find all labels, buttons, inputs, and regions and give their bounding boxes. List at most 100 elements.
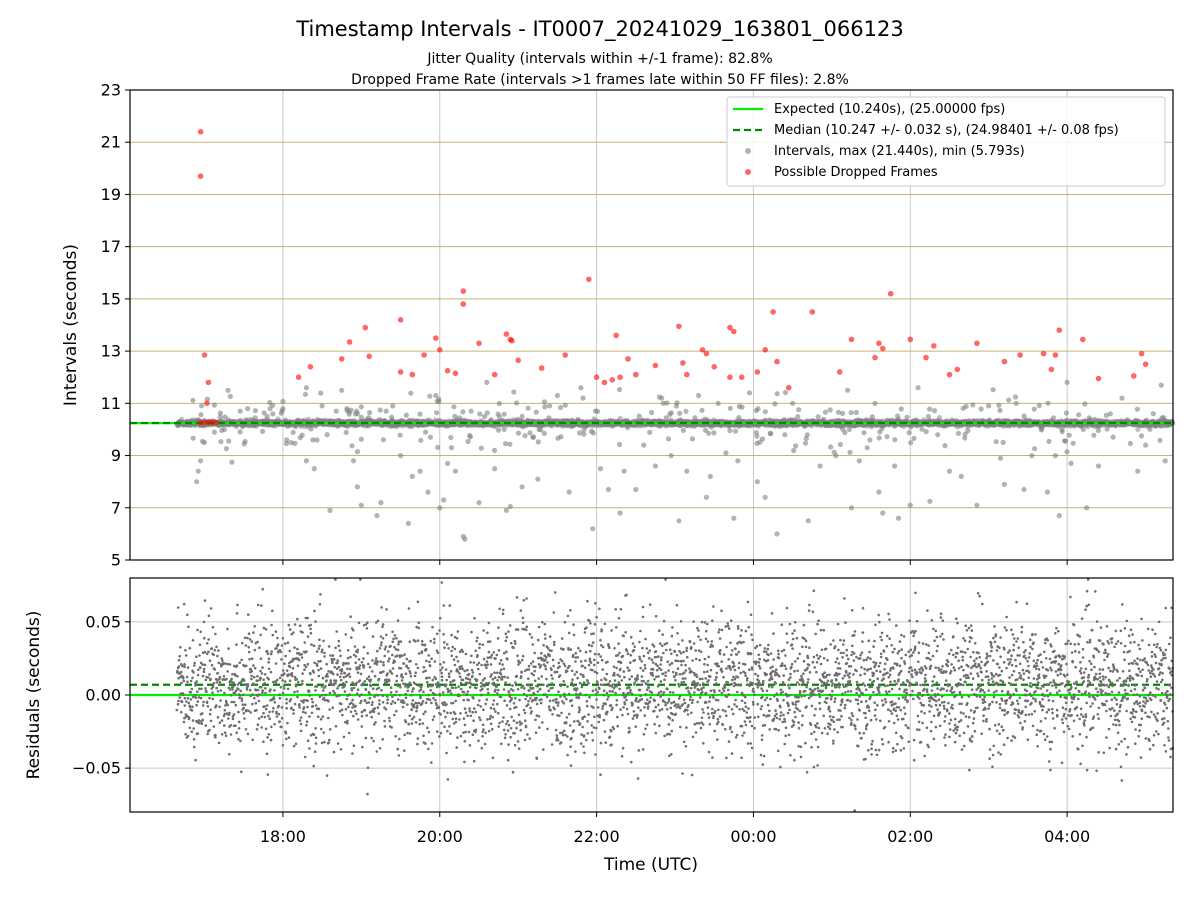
interval-point (837, 441, 844, 448)
interval-point (501, 411, 507, 417)
residual-point (199, 666, 202, 670)
residual-point (186, 697, 190, 700)
interval-point (377, 407, 383, 413)
dropped-frame-point (1095, 375, 1102, 382)
interval-outlier-point (433, 392, 439, 399)
interval-point (1066, 432, 1072, 438)
residual-point (195, 655, 198, 658)
interval-point (227, 393, 233, 399)
dropped-frame-point (338, 356, 345, 362)
interval-outlier-point (229, 459, 235, 465)
residual-point (230, 700, 234, 704)
interval-point (280, 398, 286, 404)
residual-point (206, 732, 209, 736)
residual-point (209, 677, 212, 681)
residual-point (208, 712, 212, 716)
residual-point (196, 673, 200, 677)
residual-point (190, 709, 194, 712)
interval-point (492, 447, 498, 453)
dropped-frame-point (848, 336, 855, 343)
interval-outlier-point (535, 476, 541, 482)
interval-outlier-point (935, 432, 941, 438)
interval-outlier-point (484, 379, 490, 385)
residual-point (192, 738, 196, 741)
interval-point (252, 408, 258, 414)
interval-outlier-point (1021, 486, 1027, 493)
interval-point (904, 414, 910, 420)
residual-point (203, 650, 207, 654)
interval-outlier-point (358, 502, 364, 508)
interval-outlier-point (194, 479, 200, 485)
interval-point (895, 413, 901, 419)
residual-point (229, 723, 233, 727)
top-y-tick-label: 9 (111, 446, 121, 465)
interval-point (795, 414, 801, 420)
interval-outlier-point (641, 442, 647, 448)
interval-point (827, 407, 833, 413)
residual-point (183, 704, 187, 707)
residual-point (232, 681, 235, 685)
residual-point (209, 719, 213, 723)
interval-point (978, 406, 984, 412)
interval-point (993, 439, 999, 445)
dropped-frame-point (676, 323, 682, 330)
dropped-frame-point (213, 419, 220, 426)
dropped-frame-point (362, 324, 369, 331)
interval-point (796, 407, 802, 413)
interval-outlier-point (1162, 458, 1168, 464)
dropped-frame-point (613, 332, 619, 339)
interval-outlier-point (892, 463, 898, 469)
interval-point (793, 443, 799, 449)
legend-intervals-label: Intervals, max (21.440s), min (5.793s) (774, 144, 1025, 159)
residual-point (196, 690, 199, 693)
dropped-frame-point (204, 400, 210, 407)
interval-point (791, 447, 797, 454)
interval-outlier-point (1107, 411, 1113, 417)
residual-point (218, 705, 221, 709)
interval-point (580, 395, 586, 401)
dropped-frame-point (409, 371, 416, 378)
interval-outlier-point (997, 455, 1004, 461)
interval-point (484, 410, 490, 416)
interval-point (884, 434, 890, 440)
interval-point (423, 429, 429, 435)
residual-point (182, 677, 185, 680)
dropped-frame-point (586, 276, 592, 283)
residual-point (178, 654, 181, 658)
residual-point (198, 654, 201, 657)
interval-point (252, 415, 258, 421)
interval-outlier-point (198, 458, 204, 464)
residual-point (228, 752, 231, 756)
interval-outlier-point (723, 450, 729, 456)
interval-point (514, 400, 520, 406)
interval-point (397, 432, 403, 438)
interval-point (581, 431, 587, 437)
interval-point (1032, 446, 1038, 452)
interval-outlier-point (1095, 463, 1102, 469)
dropped-frame-point (946, 371, 953, 378)
interval-outlier-point (864, 445, 870, 451)
dropped-frame-point (703, 350, 710, 357)
residual-point (213, 649, 217, 652)
residual-point (229, 694, 233, 697)
interval-outlier-point (817, 463, 823, 469)
residual-point (229, 733, 233, 736)
interval-point (465, 438, 471, 445)
interval-point (828, 444, 834, 450)
residual-point (208, 728, 211, 732)
interval-point (846, 426, 853, 432)
interval-point (199, 403, 205, 409)
residual-point (197, 721, 201, 725)
residual-point (183, 665, 186, 669)
interval-point (190, 435, 196, 441)
interval-outlier-point (754, 479, 761, 485)
interval-outlier-point (378, 500, 384, 506)
interval-point (963, 403, 969, 409)
dropped-frame-point (1048, 366, 1055, 373)
dropped-frame-point (1080, 336, 1086, 343)
interval-point (456, 415, 463, 421)
residual-point (192, 671, 195, 674)
residual-point (215, 681, 219, 684)
dropped-frame-point (460, 288, 467, 294)
interval-point (408, 390, 414, 396)
